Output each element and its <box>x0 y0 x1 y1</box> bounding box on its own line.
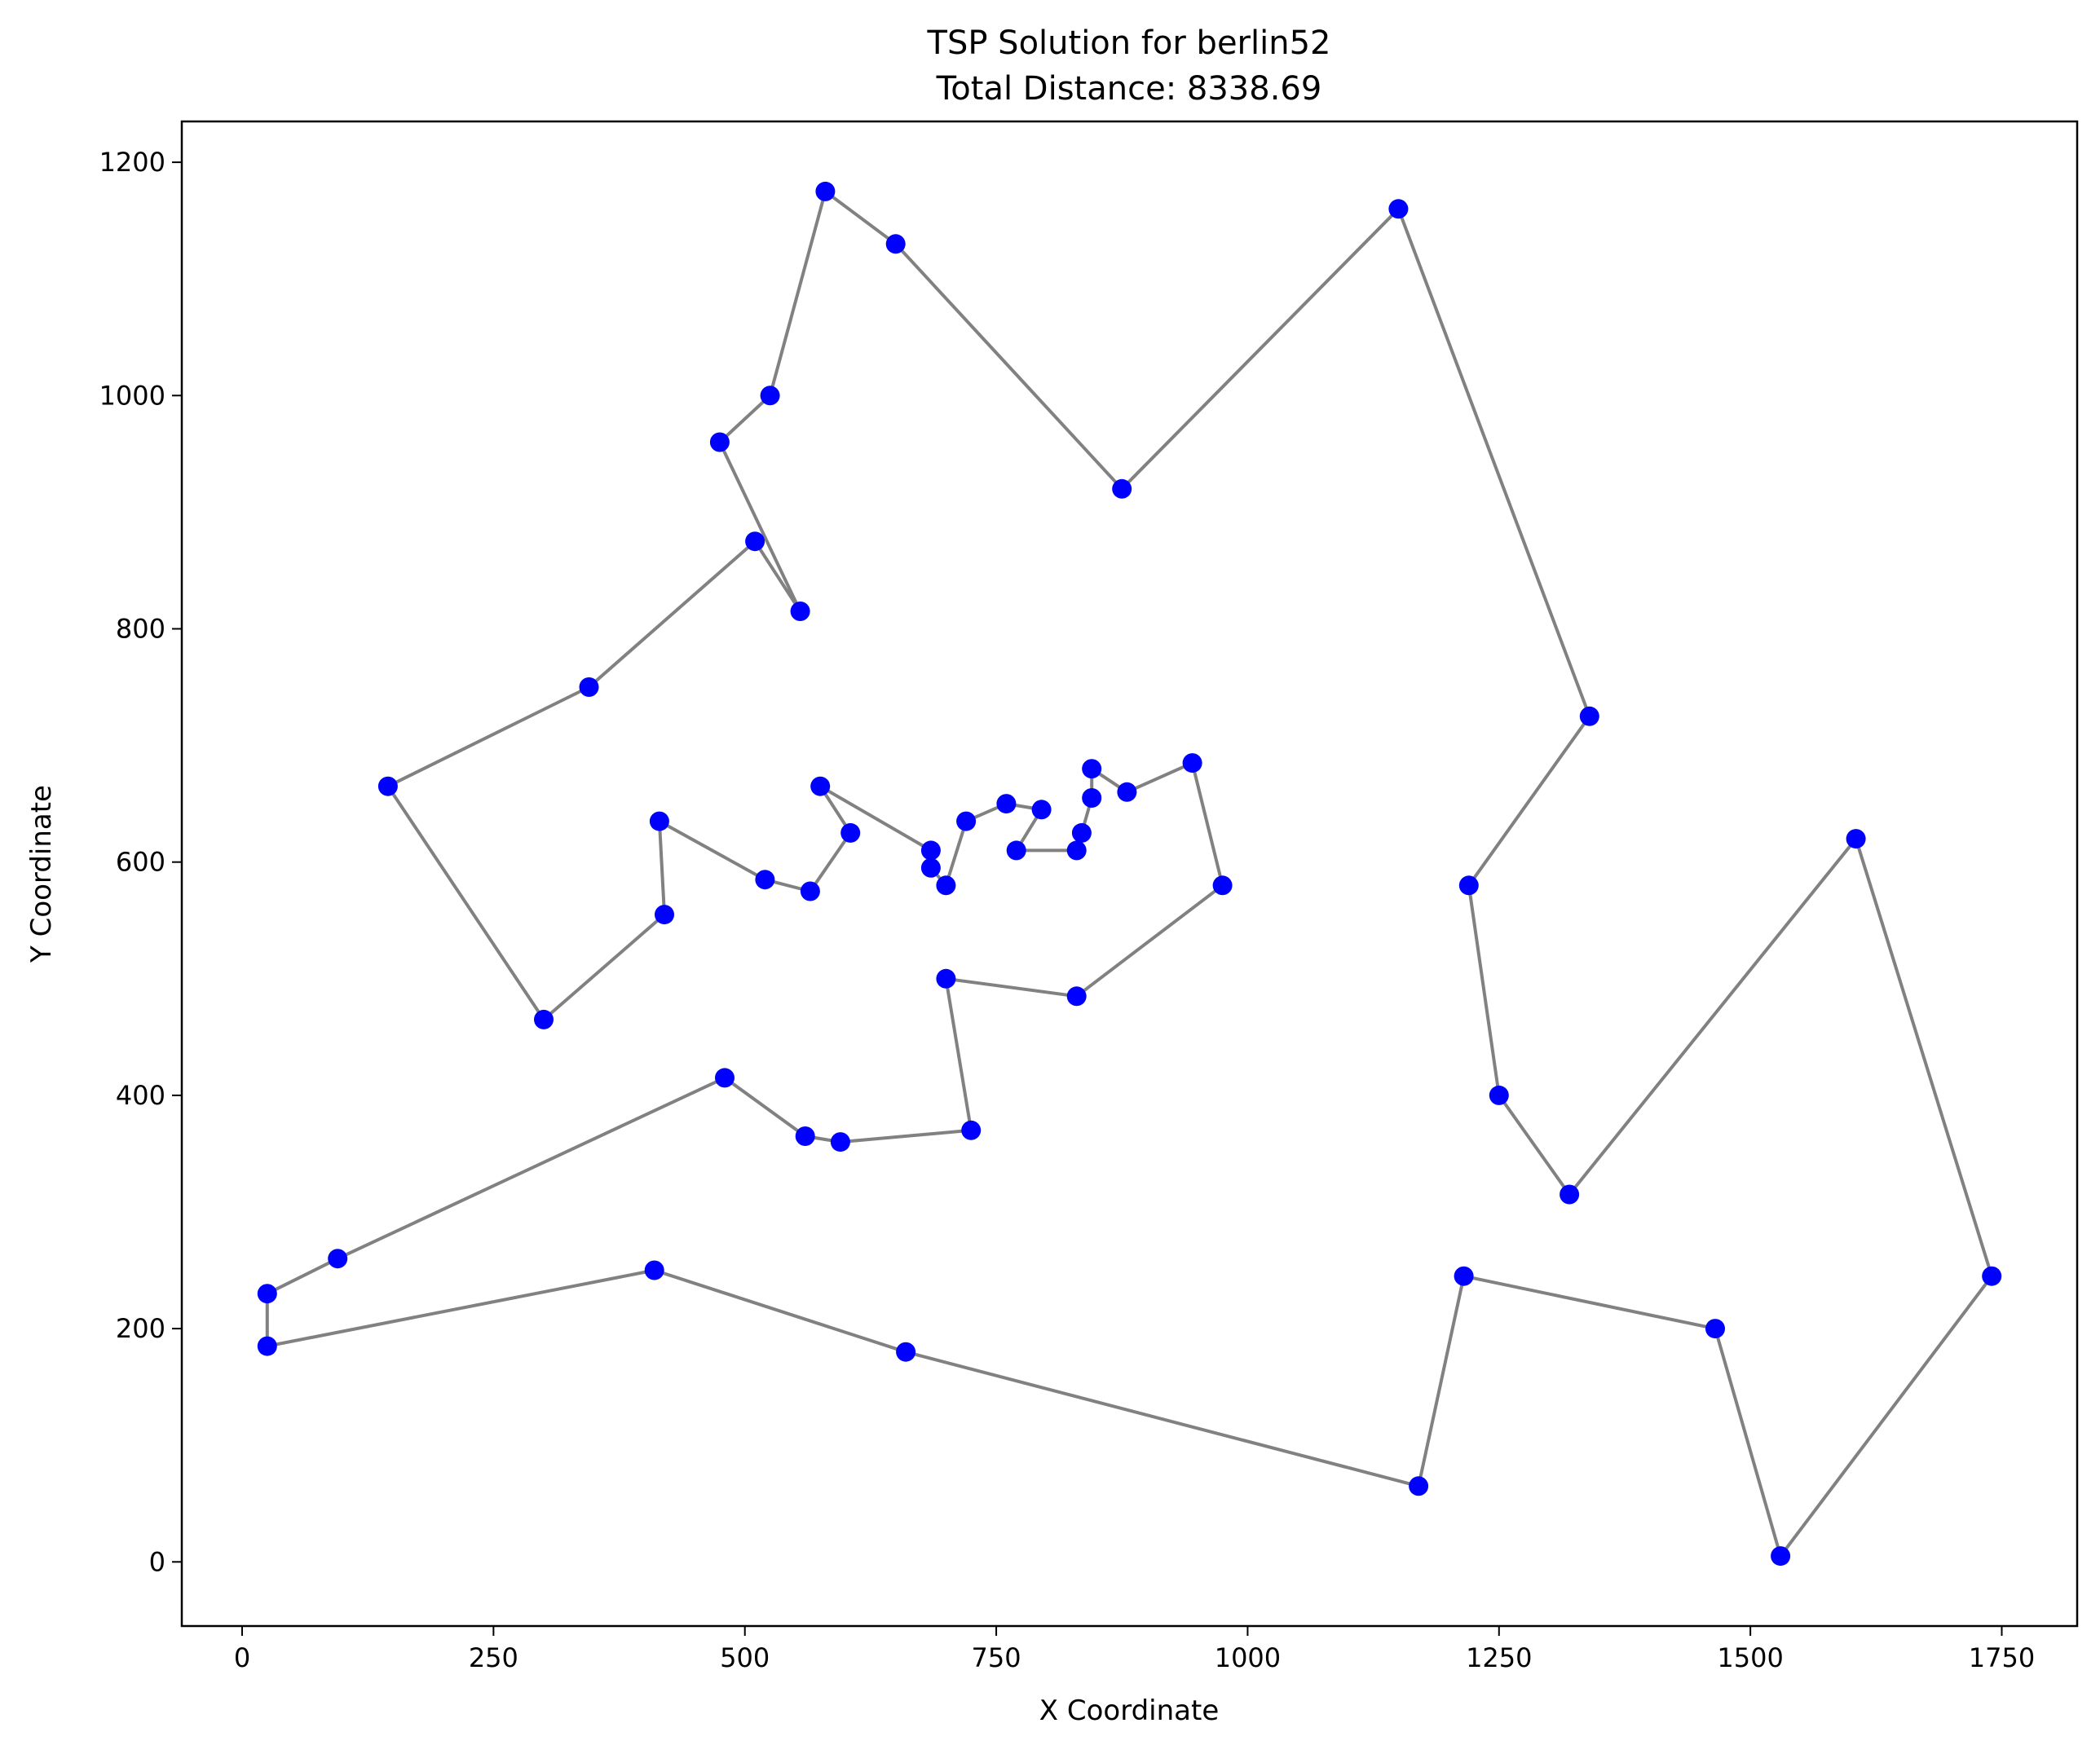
city-point <box>1082 788 1102 808</box>
city-point <box>1182 753 1202 773</box>
city-point <box>715 1068 735 1088</box>
city-point <box>936 875 956 896</box>
city-point <box>996 794 1017 814</box>
city-point <box>644 1260 664 1280</box>
city-point <box>1212 875 1233 896</box>
city-point <box>1846 829 1866 849</box>
y-tick-label: 1000 <box>99 380 165 411</box>
city-point <box>795 1126 815 1146</box>
city-point <box>1071 822 1092 843</box>
city-point <box>649 811 669 831</box>
city-point <box>790 602 810 621</box>
city-point <box>1031 800 1052 820</box>
city-point <box>534 1009 554 1029</box>
city-point <box>1458 875 1479 896</box>
city-point <box>936 968 956 989</box>
y-tick-label: 200 <box>116 1313 165 1344</box>
y-tick-label: 400 <box>116 1080 165 1111</box>
x-tick-label: 0 <box>234 1642 250 1673</box>
x-axis-label: X Coordinate <box>1039 1695 1220 1727</box>
y-axis-ticks: 0 200 400 600 800 1000 1200 <box>99 147 182 1577</box>
x-axis-ticks: 0 250 500 750 1000 1250 1500 1750 <box>234 1626 2035 1673</box>
city-points <box>257 181 2002 1567</box>
y-tick-label: 1200 <box>99 147 165 178</box>
y-axis-label: Y Coordinate <box>25 785 58 963</box>
city-point <box>920 857 941 878</box>
x-tick-label: 750 <box>972 1642 1021 1673</box>
x-tick-label: 1000 <box>1215 1642 1281 1673</box>
city-point <box>961 1120 982 1140</box>
x-tick-label: 1250 <box>1466 1642 1532 1673</box>
city-point <box>1560 1184 1580 1205</box>
city-point <box>257 1284 277 1304</box>
chart-title: TSP Solution for berlin52 <box>927 24 1331 62</box>
city-point <box>830 1132 850 1152</box>
city-point <box>1388 199 1409 219</box>
city-point <box>1006 840 1026 861</box>
city-point <box>1489 1085 1509 1105</box>
city-point <box>1117 782 1137 802</box>
city-point <box>920 840 941 861</box>
plot-frame <box>180 120 2079 1628</box>
city-point <box>1082 759 1102 779</box>
x-tick-label: 1750 <box>1969 1642 2035 1673</box>
city-point <box>1409 1476 1429 1496</box>
y-tick-label: 600 <box>116 847 165 878</box>
chart-subtitle: Total Distance: 8338.69 <box>936 70 1322 108</box>
city-point <box>840 822 861 843</box>
y-tick-label: 800 <box>116 613 165 644</box>
city-point <box>956 811 977 831</box>
city-point <box>1112 478 1132 499</box>
city-point <box>885 234 906 254</box>
city-point <box>1771 1546 1791 1567</box>
city-point <box>1066 986 1087 1007</box>
city-point <box>745 531 765 552</box>
x-tick-label: 1500 <box>1717 1642 1783 1673</box>
city-point <box>655 905 674 925</box>
city-point <box>709 432 730 452</box>
y-tick-label: 0 <box>149 1546 165 1577</box>
city-point <box>377 776 398 796</box>
city-point <box>815 181 836 201</box>
city-point <box>1454 1266 1474 1286</box>
city-point <box>1982 1266 2002 1286</box>
x-tick-label: 500 <box>720 1642 770 1673</box>
x-tick-label: 250 <box>469 1642 518 1673</box>
city-point <box>800 881 820 901</box>
tour-route-line <box>265 189 1994 1558</box>
city-point <box>896 1342 916 1362</box>
city-point <box>1066 840 1087 861</box>
city-point <box>760 386 780 406</box>
city-point <box>257 1336 277 1356</box>
city-point <box>755 870 775 890</box>
city-point <box>579 677 599 697</box>
city-point <box>1705 1319 1725 1339</box>
city-point <box>1579 706 1599 726</box>
city-point <box>328 1249 348 1269</box>
city-point <box>810 776 831 796</box>
